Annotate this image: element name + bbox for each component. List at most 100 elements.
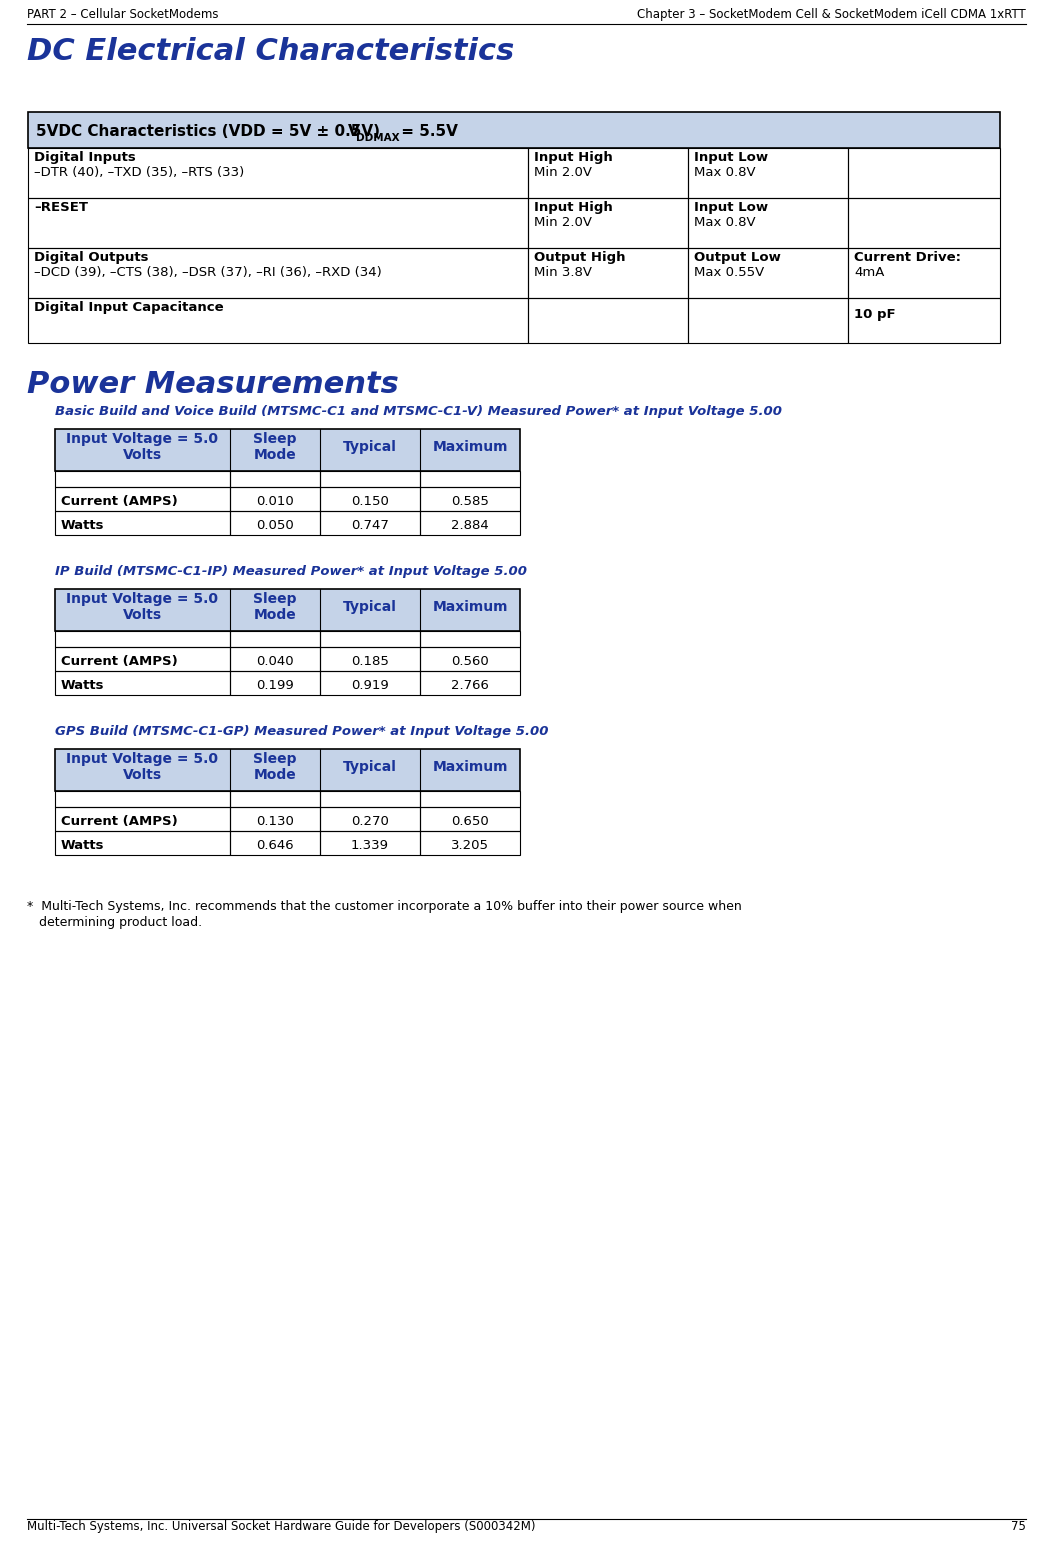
Bar: [420, 630, 520, 647]
Text: Sleep: Sleep: [254, 592, 297, 606]
Bar: [320, 807, 420, 831]
Text: Max 0.55V: Max 0.55V: [694, 267, 764, 279]
Bar: [55, 791, 230, 807]
Text: Chapter 3 – SocketModem Cell & SocketModem iCell CDMA 1xRTT: Chapter 3 – SocketModem Cell & SocketMod…: [637, 8, 1026, 22]
Bar: [55, 807, 230, 831]
Bar: [55, 749, 520, 791]
Bar: [848, 248, 1000, 297]
Text: 0.747: 0.747: [351, 519, 389, 532]
Bar: [420, 487, 520, 512]
Text: Mode: Mode: [254, 767, 296, 781]
Bar: [848, 297, 1000, 344]
Text: Current (AMPS): Current (AMPS): [61, 655, 178, 667]
Bar: [320, 487, 420, 512]
Text: 0.130: 0.130: [256, 815, 294, 828]
Bar: [55, 589, 520, 630]
Text: Mode: Mode: [254, 609, 296, 623]
Bar: [420, 831, 520, 855]
Text: DDMAX: DDMAX: [356, 133, 400, 143]
Text: Watts: Watts: [61, 680, 104, 692]
Text: 0.040: 0.040: [256, 655, 294, 667]
Bar: [688, 148, 848, 197]
Text: 0.585: 0.585: [451, 495, 489, 509]
Text: 0.270: 0.270: [351, 815, 389, 828]
Bar: [55, 589, 520, 630]
Text: Volts: Volts: [123, 767, 162, 781]
Text: determining product load.: determining product load.: [27, 915, 202, 929]
Bar: [320, 630, 420, 647]
Bar: [528, 148, 688, 197]
Bar: [55, 472, 230, 487]
Bar: [528, 297, 688, 344]
Bar: [320, 647, 420, 670]
Text: Maximum: Maximum: [432, 760, 508, 774]
Bar: [230, 487, 320, 512]
Text: Volts: Volts: [123, 609, 162, 623]
Bar: [230, 791, 320, 807]
Bar: [55, 749, 520, 791]
Text: Current (AMPS): Current (AMPS): [61, 495, 178, 509]
Bar: [320, 472, 420, 487]
Bar: [55, 428, 520, 472]
Text: Digital Outputs: Digital Outputs: [34, 251, 148, 264]
Bar: [848, 148, 1000, 197]
Text: Basic Build and Voice Build (MTSMC-C1 and MTSMC-C1-V) Measured Power* at Input V: Basic Build and Voice Build (MTSMC-C1 an…: [55, 405, 782, 418]
Bar: [28, 248, 528, 297]
Text: Output Low: Output Low: [694, 251, 781, 264]
Bar: [848, 197, 1000, 248]
Text: 3.205: 3.205: [451, 838, 489, 852]
Bar: [320, 831, 420, 855]
Bar: [230, 630, 320, 647]
Text: 0.010: 0.010: [256, 495, 294, 509]
Text: 0.199: 0.199: [256, 680, 294, 692]
Text: Maximum: Maximum: [432, 441, 508, 455]
Bar: [420, 512, 520, 535]
Bar: [420, 670, 520, 695]
Text: = 5.5V: = 5.5V: [396, 123, 458, 139]
Text: Min 3.8V: Min 3.8V: [534, 267, 592, 279]
Text: Input Voltage = 5.0: Input Voltage = 5.0: [66, 592, 219, 606]
Text: 0.919: 0.919: [351, 680, 389, 692]
Text: 1.339: 1.339: [351, 838, 389, 852]
Text: 2.766: 2.766: [451, 680, 489, 692]
Text: Max 0.8V: Max 0.8V: [694, 166, 756, 179]
Bar: [688, 248, 848, 297]
Bar: [55, 512, 230, 535]
Text: Input High: Input High: [534, 200, 613, 214]
Bar: [420, 807, 520, 831]
Bar: [28, 197, 528, 248]
Text: Multi-Tech Systems, Inc. Universal Socket Hardware Guide for Developers (S000342: Multi-Tech Systems, Inc. Universal Socke…: [27, 1519, 536, 1533]
Bar: [320, 512, 420, 535]
Bar: [688, 197, 848, 248]
Text: Current Drive:: Current Drive:: [854, 251, 961, 264]
Text: V: V: [347, 123, 360, 139]
Bar: [230, 512, 320, 535]
Text: 10 pF: 10 pF: [854, 308, 896, 321]
Text: 0.050: 0.050: [256, 519, 294, 532]
Text: Digital Inputs: Digital Inputs: [34, 151, 136, 163]
Text: Min 2.0V: Min 2.0V: [534, 166, 592, 179]
Bar: [55, 670, 230, 695]
Bar: [420, 472, 520, 487]
Bar: [28, 112, 1000, 148]
Bar: [230, 670, 320, 695]
Bar: [55, 428, 520, 472]
Text: 0.185: 0.185: [351, 655, 389, 667]
Bar: [688, 297, 848, 344]
Text: PART 2 – Cellular SocketModems: PART 2 – Cellular SocketModems: [27, 8, 219, 22]
Bar: [420, 791, 520, 807]
Text: Current (AMPS): Current (AMPS): [61, 815, 178, 828]
Text: 0.150: 0.150: [351, 495, 389, 509]
Text: Mode: Mode: [254, 448, 296, 462]
Bar: [230, 831, 320, 855]
Text: Watts: Watts: [61, 838, 104, 852]
Text: 5VDC Characteristics (VDD = 5V ± 0.5V): 5VDC Characteristics (VDD = 5V ± 0.5V): [36, 123, 385, 139]
Text: 4mA: 4mA: [854, 267, 885, 279]
Text: Maximum: Maximum: [432, 599, 508, 613]
Bar: [55, 831, 230, 855]
Bar: [28, 112, 1000, 148]
Text: Typical: Typical: [343, 760, 397, 774]
Text: *  Multi-Tech Systems, Inc. recommends that the customer incorporate a 10% buffe: * Multi-Tech Systems, Inc. recommends th…: [27, 900, 741, 912]
Text: Input Low: Input Low: [694, 151, 768, 163]
Text: GPS Build (MTSMC-C1-GP) Measured Power* at Input Voltage 5.00: GPS Build (MTSMC-C1-GP) Measured Power* …: [55, 724, 549, 738]
